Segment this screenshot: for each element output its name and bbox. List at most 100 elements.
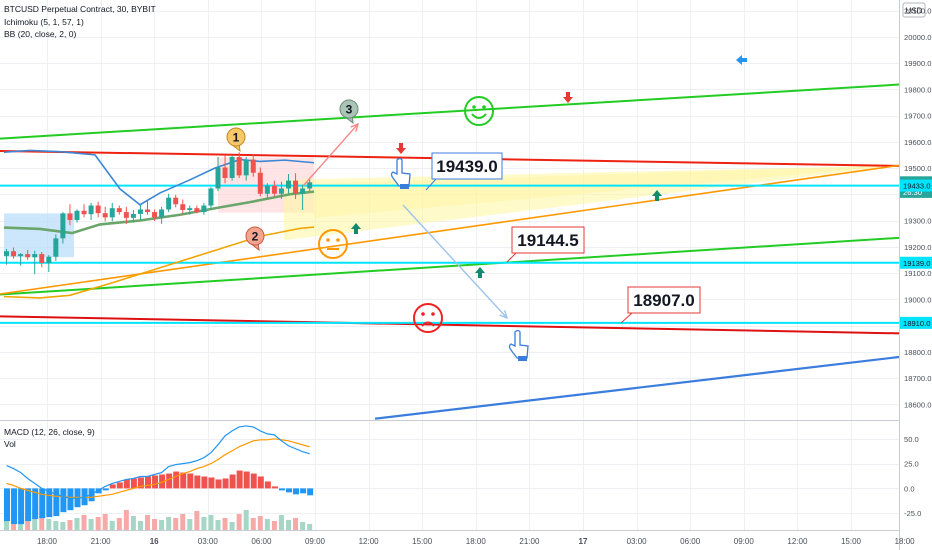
candle-body [229,156,235,178]
macd-tick-label: -25.0 [904,509,921,518]
macd-line [6,425,310,499]
time-tick-label: 12:00 [359,537,380,546]
macd-histogram-bar [264,481,271,489]
volume-bar [74,518,80,530]
macd-histogram-bar [18,488,25,525]
volume-bar [173,518,179,530]
volume-bar [166,517,172,530]
macd-histogram-bar [11,488,18,525]
volume-bar [159,520,165,530]
volume-bar [18,521,24,530]
macd-legend[interactable]: MACD (12, 26, close, 9) [4,427,95,437]
candle-body [271,185,277,194]
macd-histogram-bar [67,488,74,511]
currency-label: USD [906,7,923,16]
axis-background [900,0,932,550]
volume-bar [286,520,291,530]
macd-histogram-bar [109,484,116,489]
price-tick-label: 19900.0 [904,59,931,68]
volume-bar [46,519,52,530]
arrow-down-icon [563,92,573,103]
bb-legend[interactable]: BB (20, close, 2, 0) [4,29,77,39]
macd-histogram-bar [222,478,229,489]
time-tick-label: 06:00 [680,537,701,546]
price-tick-label: 19300.0 [904,217,931,226]
macd-histogram-bar [194,475,201,489]
time-tick-label: 12:00 [787,537,808,546]
upper-channel-line [0,83,900,140]
ichimoku-legend[interactable]: Ichimoku (5, 1, 57, 1) [4,17,84,27]
ichimoku-cloud [4,157,899,258]
arrow-up-icon [351,223,361,234]
time-tick-label: 09:00 [734,537,755,546]
candle-body [67,213,73,220]
volume-bar [25,514,31,530]
macd-tick-label: 50.0 [904,435,919,444]
candle-body [250,159,256,173]
neutral-face-icon [318,229,348,259]
candle-body [215,167,221,189]
callout-19144: 19144.5 [506,226,585,263]
bb-upper [3,149,315,206]
macd-histogram-bar [229,474,236,489]
trend-lines[interactable] [0,83,900,420]
volume-bar [236,514,242,530]
price-tick-label: 18600.0 [904,400,931,409]
macd-histogram-bar [300,488,307,494]
candle-body [257,172,263,194]
volume-bar [109,521,115,530]
candle-body [243,159,249,176]
time-tick-label: 18:00 [466,537,487,546]
marker-2: 2 [245,226,265,252]
macd-histogram-bar [53,488,60,517]
macd-tick-label: 0.0 [904,484,915,493]
macd-histogram-bar [187,473,194,489]
bollinger-bands [3,149,315,299]
macd-histogram-bar [166,473,173,489]
time-axis[interactable]: 18:00 21:00 16 03:00 06:00 09:00 12:00 15:00 18:… [37,537,915,546]
candle-body [300,188,306,194]
vol-legend[interactable]: Vol [4,439,16,449]
projection-arrow-down [402,204,509,320]
callout-19439: 19439.0 [425,152,503,191]
macd-histogram-bar [95,488,102,494]
candle-body [4,251,9,256]
macd-histogram-bar [123,479,130,489]
price-badge-label: 19139.0 [903,259,930,268]
macd-histogram-bar [102,488,109,491]
long-term-trendline [374,355,900,420]
price-tick-label: 20100.0 [904,7,931,16]
price-tick-label: 20000.0 [904,33,931,42]
arrow-up-icon [652,190,662,201]
macd-histogram-bar [130,478,137,489]
volume-bar [215,520,221,530]
volume-bar [271,521,277,530]
marker-3: 3 [339,99,359,125]
price-badge-label: 18910.0 [903,319,930,328]
candle-body [46,256,52,264]
currency-box [902,2,926,18]
macd-histogram-bar [243,471,250,489]
price-tick-label: 18800.0 [904,348,931,357]
candle-body [60,213,66,239]
time-tick-label: 16 [150,537,159,546]
candle-body [208,188,214,206]
candle-body [293,180,299,194]
marker-label: 1 [233,131,240,145]
lower-channel-line [0,236,900,296]
candle-body [18,254,24,257]
callout-value: 18907.0 [633,291,694,310]
macd-histogram-bar [257,476,264,489]
candle-body [286,180,291,189]
volume-bar [257,516,263,530]
marker-label: 2 [252,230,259,244]
candle-body [194,208,200,213]
price-axis[interactable]: USD18600.018700.018800.018900.019000.019… [900,0,932,550]
volume-bar [222,518,228,530]
candle-body [159,209,165,218]
time-tick-label: 18:00 [895,537,916,546]
drawings[interactable]: 1 2 3 19439.0 19144.5 18907.0 [226,55,747,361]
volume-bar [278,515,284,530]
macd-histogram-bar [293,488,300,495]
